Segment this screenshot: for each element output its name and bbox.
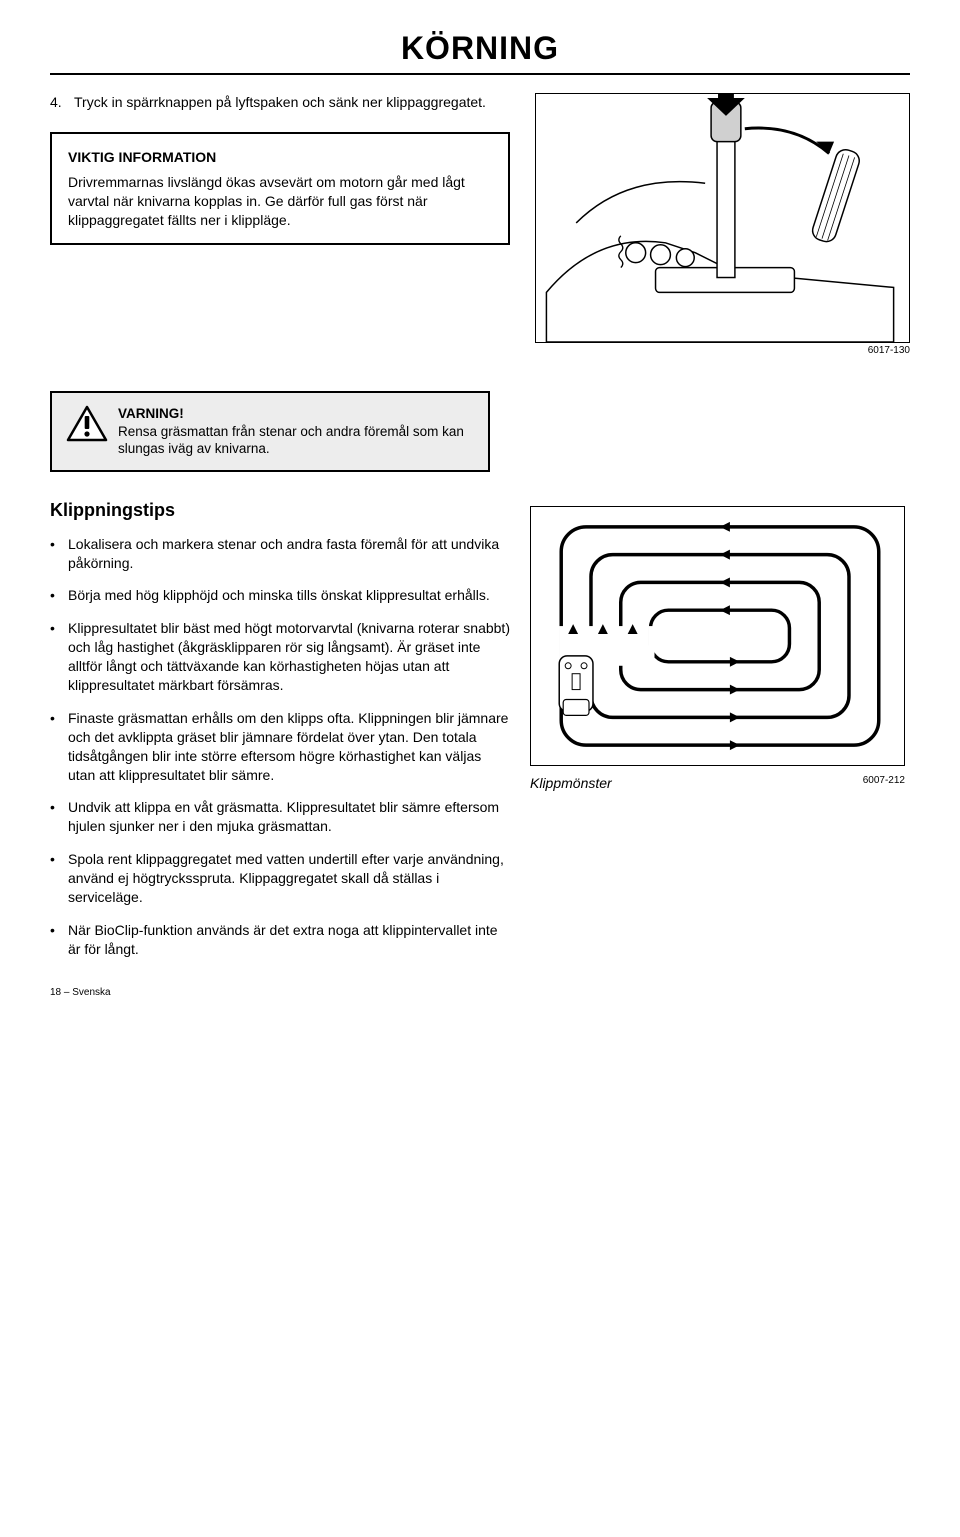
- left-column: 4. Tryck in spärrknappen på lyftspaken o…: [50, 93, 510, 356]
- warning-box: VARNING! Rensa gräsmattan från stenar oc…: [50, 391, 490, 472]
- tip-text: Finaste gräsmattan erhålls om den klipps…: [68, 709, 510, 785]
- right-column: 6017-130: [530, 93, 910, 356]
- page-footer: 18 – Svenska: [50, 987, 910, 998]
- mowing-pattern-illustration: [530, 506, 905, 766]
- tip-text: Klippresultatet blir bäst med högt motor…: [68, 619, 510, 695]
- info-box-title: VIKTIG INFORMATION: [68, 148, 492, 167]
- page-title: KÖRNING: [50, 30, 910, 75]
- tips-right: Klippmönster 6007-212: [530, 500, 910, 973]
- list-item: •Börja med hög klipphöjd och minska till…: [50, 586, 510, 605]
- warning-icon: [66, 405, 108, 443]
- pattern-caption: Klippmönster: [530, 775, 612, 791]
- pattern-code: 6007-212: [863, 775, 905, 791]
- step-text: Tryck in spärrknappen på lyftspaken och …: [74, 93, 486, 112]
- info-box-body: Drivremmarnas livslängd ökas avsevärt om…: [68, 173, 492, 230]
- lever-illustration: [535, 93, 910, 343]
- list-item: •När BioClip-funktion används är det ext…: [50, 921, 510, 959]
- list-item: •Finaste gräsmattan erhålls om den klipp…: [50, 709, 510, 785]
- tip-text: Lokalisera och markera stenar och andra …: [68, 535, 510, 573]
- tips-list: •Lokalisera och markera stenar och andra…: [50, 535, 510, 959]
- tip-text: Börja med hög klipphöjd och minska tills…: [68, 586, 490, 605]
- top-row: 4. Tryck in spärrknappen på lyftspaken o…: [50, 93, 910, 356]
- warning-title: VARNING!: [118, 406, 184, 421]
- info-box: VIKTIG INFORMATION Drivremmarnas livslän…: [50, 132, 510, 246]
- warning-body: Rensa gräsmattan från stenar och andra f…: [118, 424, 464, 457]
- tip-text: Undvik att klippa en våt gräsmatta. Klip…: [68, 798, 510, 836]
- list-item: •Klippresultatet blir bäst med högt moto…: [50, 619, 510, 695]
- tip-text: När BioClip-funktion används är det extr…: [68, 921, 510, 959]
- step-number: 4.: [50, 93, 74, 112]
- tips-row: Klippningstips •Lokalisera och markera s…: [50, 500, 910, 973]
- pattern-caption-row: Klippmönster 6007-212: [530, 775, 905, 791]
- numbered-step: 4. Tryck in spärrknappen på lyftspaken o…: [50, 93, 510, 112]
- tips-left: Klippningstips •Lokalisera och markera s…: [50, 500, 510, 973]
- warning-text: VARNING! Rensa gräsmattan från stenar oc…: [118, 405, 474, 458]
- tips-heading: Klippningstips: [50, 500, 510, 521]
- tip-text: Spola rent klippaggregatet med vatten un…: [68, 850, 510, 907]
- list-item: •Lokalisera och markera stenar och andra…: [50, 535, 510, 573]
- list-item: •Spola rent klippaggregatet med vatten u…: [50, 850, 510, 907]
- illustration-code-top: 6017-130: [535, 345, 910, 356]
- list-item: •Undvik att klippa en våt gräsmatta. Kli…: [50, 798, 510, 836]
